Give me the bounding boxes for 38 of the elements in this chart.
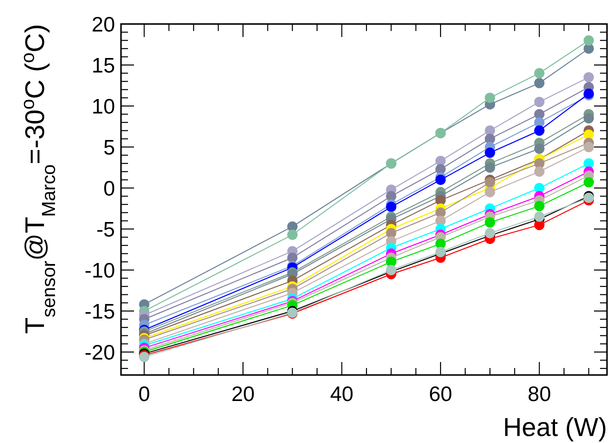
point [534,68,545,78]
point [584,113,594,124]
point [534,125,545,136]
x-tick-label: 20 [231,383,255,406]
point [584,142,594,152]
y-tick-label: -5 [96,218,115,242]
point [584,177,594,188]
x-tick-label: 0 [138,383,150,406]
point [484,228,496,238]
point [534,96,545,108]
point [484,186,496,198]
point [484,92,496,103]
point [534,143,545,154]
y-tick-label: -15 [84,300,115,324]
point [484,217,496,228]
y-tick-label: 0 [103,177,115,200]
x-tick-label: 60 [428,383,452,406]
point [484,177,496,188]
y-tick-label: 10 [92,95,115,118]
y-tick-label: -10 [84,259,115,282]
y-tick-label: 20 [92,13,115,36]
x-axis-title: Heat (W) [503,412,607,442]
point [386,202,396,212]
point [287,230,298,240]
y-tick-label: -20 [84,341,115,364]
point [534,200,545,212]
x-tick-label: 40 [330,383,354,406]
point [484,162,496,173]
point [534,78,545,88]
y-tick-label: 5 [103,136,115,160]
point [435,174,446,186]
y-tick-label: 15 [92,54,115,78]
point [534,212,545,222]
point [484,148,496,158]
point [534,166,545,177]
point [584,72,594,82]
point [584,35,594,46]
x-tick-label: 80 [528,383,552,406]
